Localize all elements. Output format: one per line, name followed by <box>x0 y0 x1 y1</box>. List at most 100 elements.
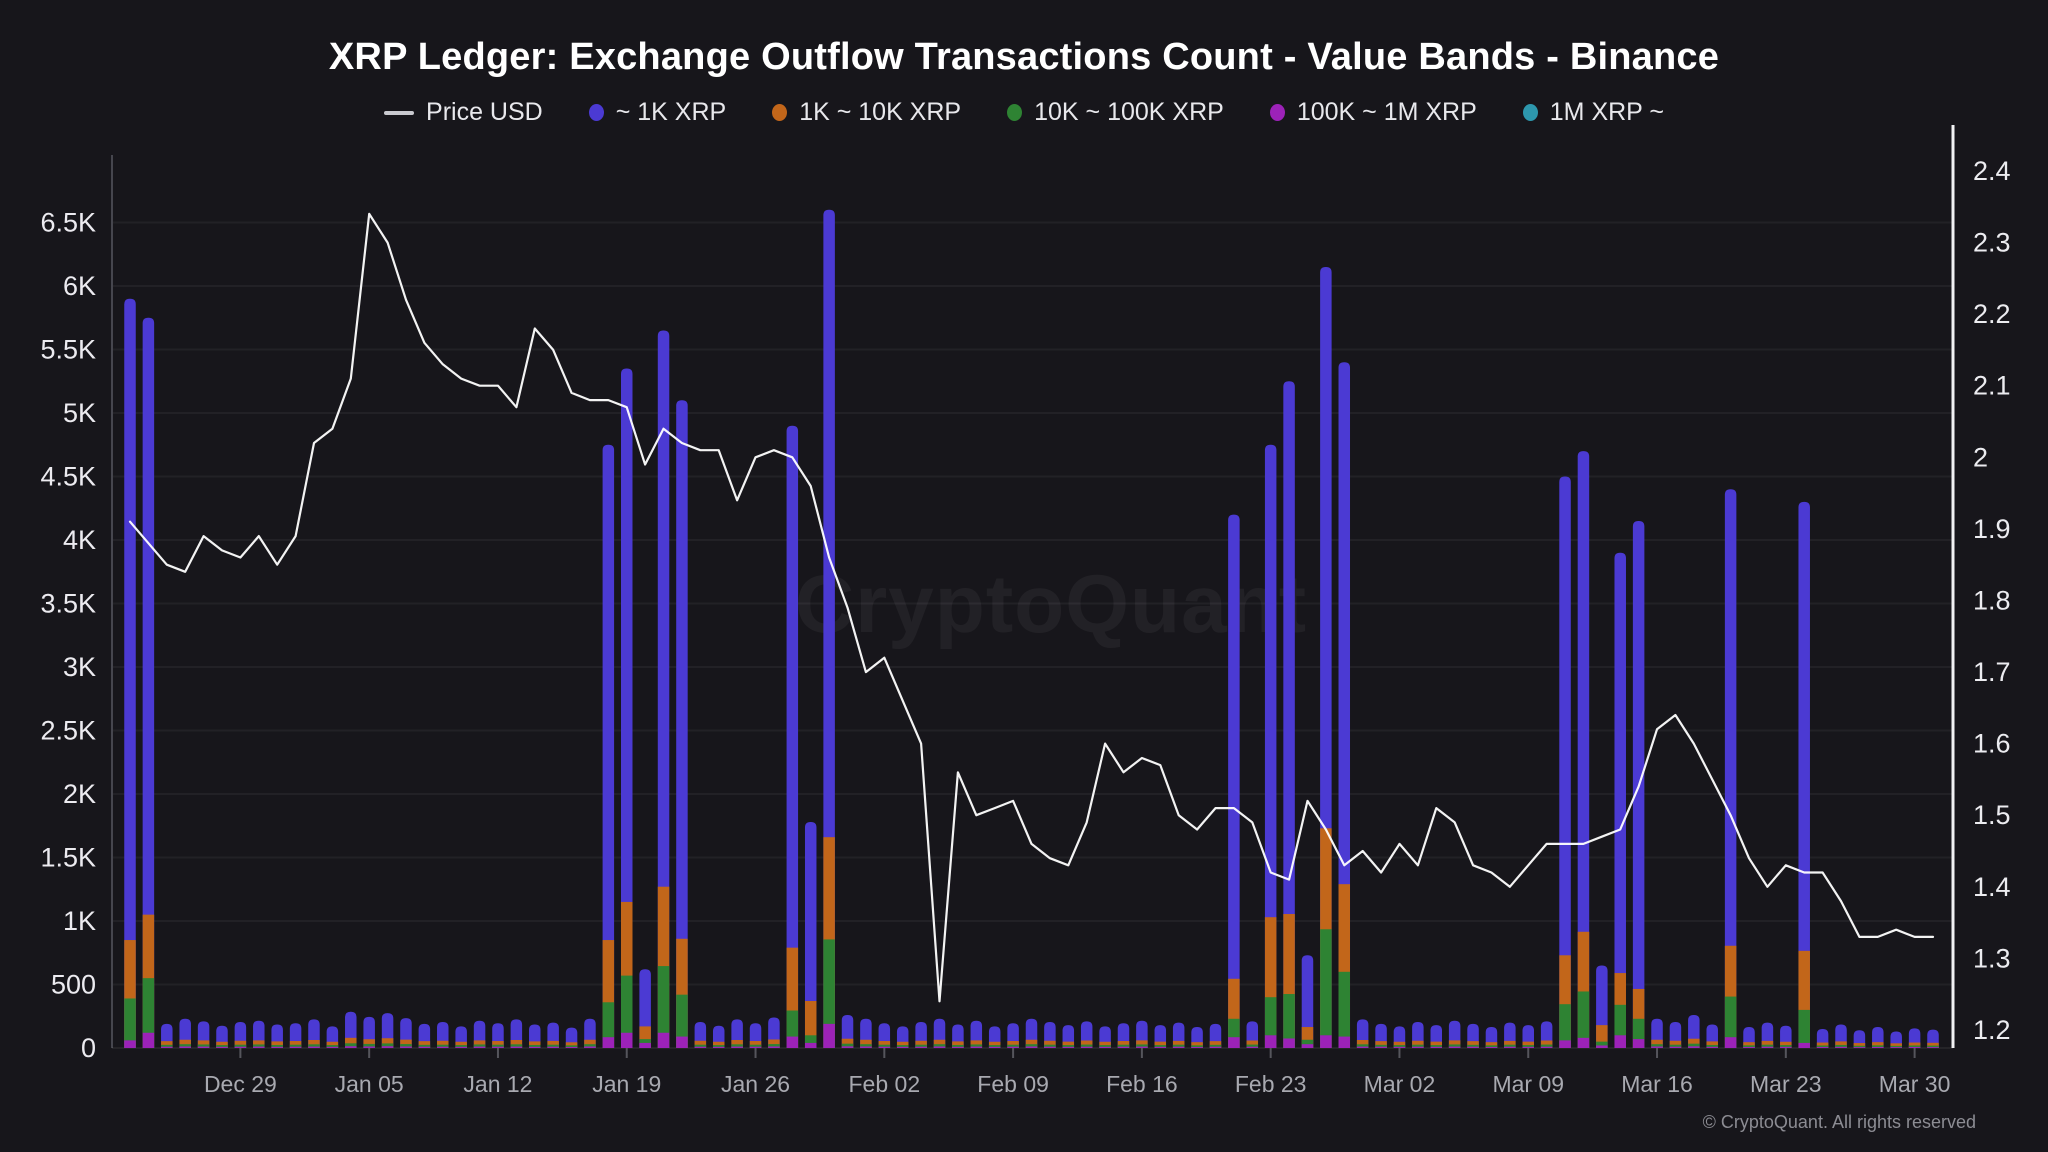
x-axis-tick-label: Jan 19 <box>592 1071 661 1097</box>
legend-item-band-1k-10k[interactable]: 1K ~ 10K XRP <box>772 98 961 127</box>
bar-segment-1K ~ 10K XRP <box>1209 1041 1222 1048</box>
bar-segment-100K ~ 1M XRP <box>1412 1046 1424 1048</box>
bar-segment-10K ~ 100K XRP <box>602 1002 615 1048</box>
bar-segment-100K ~ 1M XRP <box>1522 1046 1534 1048</box>
bar-segment-100K ~ 1M XRP <box>142 1032 155 1048</box>
bar-segment-100K ~ 1M XRP <box>823 1023 835 1048</box>
bar-segment-10K ~ 100K XRP <box>1080 1044 1093 1048</box>
bar-segment-100K ~ 1M XRP <box>1816 1046 1829 1048</box>
bar-segment-10K ~ 100K XRP <box>473 1044 486 1048</box>
price-line-icon <box>384 110 415 115</box>
bar-segment-100K ~ 1M XRP <box>676 1036 688 1048</box>
bar-segment-10K ~ 100K XRP <box>1908 1045 1921 1048</box>
bar-segment-100K ~ 1M XRP <box>289 1046 302 1048</box>
bar-segment-~ 1K XRP <box>804 821 817 1048</box>
bar-segment-1K ~ 10K XRP <box>271 1041 283 1048</box>
x-axis-tick-label: Feb 16 <box>1106 1071 1178 1097</box>
bar-segment-10K ~ 100K XRP <box>1246 1044 1259 1048</box>
bar-segment-100K ~ 1M XRP <box>455 1046 467 1048</box>
bar-segment-100K ~ 1M XRP <box>1559 1040 1571 1048</box>
bar-segment-10K ~ 100K XRP <box>1320 929 1332 1048</box>
bar-segment-10K ~ 100K XRP <box>786 1010 799 1048</box>
bar-segment-10K ~ 100K XRP <box>1136 1044 1148 1048</box>
left-axis-tick-label: 0 <box>81 1033 96 1063</box>
bar-segment-100K ~ 1M XRP <box>510 1046 523 1048</box>
bar-segment-100K ~ 1M XRP <box>988 1046 1001 1048</box>
bar-segment-100K ~ 1M XRP <box>1228 1037 1240 1048</box>
left-axis-tick-label: 1.5K <box>40 843 96 873</box>
x-axis-tick-label: Dec 29 <box>204 1071 277 1097</box>
left-axis-tick-label: 4.5K <box>40 462 96 492</box>
bar-segment-100K ~ 1M XRP <box>1908 1046 1921 1048</box>
bar-segment-100K ~ 1M XRP <box>1062 1046 1075 1048</box>
bar-segment-100K ~ 1M XRP <box>915 1046 927 1048</box>
bar-segment-100K ~ 1M XRP <box>1577 1037 1590 1048</box>
bar-segment-~ 1K XRP <box>657 330 670 1048</box>
x-axis-tick-label: Mar 02 <box>1364 1071 1436 1097</box>
bar-segment-10K ~ 100K XRP <box>492 1044 504 1048</box>
bar-segment-1K ~ 10K XRP <box>1154 1041 1167 1048</box>
bar-segment-1K ~ 10K XRP <box>234 1040 247 1048</box>
bar-segment-1K ~ 10K XRP <box>1890 1043 1902 1048</box>
bar-segment-1K ~ 10K XRP <box>437 1040 449 1048</box>
bar-segment-1K ~ 10K XRP <box>565 1042 578 1048</box>
x-axis-tick-label: Mar 30 <box>1879 1071 1951 1097</box>
bar-segment-1K ~ 10K XRP <box>1632 988 1645 1048</box>
bar-segment-1K ~ 10K XRP <box>1908 1042 1921 1048</box>
bar-segment-100K ~ 1M XRP <box>400 1046 412 1048</box>
bar-segment-10K ~ 100K XRP <box>1853 1045 1866 1048</box>
legend-label: 1M XRP ~ <box>1549 98 1664 126</box>
right-axis-tick-label: 2.3 <box>1973 228 2011 258</box>
bar-segment-100K ~ 1M XRP <box>620 1032 633 1048</box>
bar-segment-10K ~ 100K XRP <box>1761 1044 1774 1048</box>
bar-segment-100K ~ 1M XRP <box>197 1046 210 1048</box>
bar-segment-1K ~ 10K XRP <box>952 1041 964 1048</box>
bar-segment-10K ~ 100K XRP <box>1172 1044 1185 1048</box>
bar-segment-10K ~ 100K XRP <box>1780 1045 1792 1048</box>
bar-segment-10K ~ 100K XRP <box>1025 1044 1038 1048</box>
bar-segment-100K ~ 1M XRP <box>124 1040 136 1048</box>
legend-item-band-1k[interactable]: ~ 1K XRP <box>588 98 726 127</box>
bar-segment-1K ~ 10K XRP <box>988 1041 1001 1048</box>
left-axis-tick-label: 3.5K <box>40 589 96 619</box>
bar-segment-10K ~ 100K XRP <box>1540 1044 1553 1048</box>
bar-segment-100K ~ 1M XRP <box>1025 1046 1038 1048</box>
bar-segment-100K ~ 1M XRP <box>1209 1046 1222 1048</box>
bar-segment-10K ~ 100K XRP <box>547 1044 559 1048</box>
bar-segment-100K ~ 1M XRP <box>547 1046 559 1048</box>
left-axis-tick-label: 3K <box>63 652 96 682</box>
bar-segment-1K ~ 10K XRP <box>1596 1025 1608 1048</box>
bar-segment-1K ~ 10K XRP <box>510 1039 523 1048</box>
bar-segment-1K ~ 10K XRP <box>1080 1040 1093 1048</box>
left-axis-tick-label: 1K <box>63 906 96 936</box>
bar-segment-10K ~ 100K XRP <box>676 994 688 1048</box>
bar-segment-10K ~ 100K XRP <box>1559 1004 1571 1048</box>
bar-segment-1K ~ 10K XRP <box>1264 917 1277 1048</box>
bar-segment-~ 1K XRP <box>1614 552 1626 1048</box>
bar-segment-1K ~ 10K XRP <box>804 1001 817 1048</box>
bar-segment-10K ~ 100K XRP <box>1283 994 1295 1048</box>
bar-segment-10K ~ 100K XRP <box>915 1044 927 1048</box>
legend-item-band-100k-1m[interactable]: 100K ~ 1M XRP <box>1269 98 1477 127</box>
right-axis-tick-label: 1.4 <box>1973 872 2011 902</box>
legend-item-band-1m[interactable]: 1M XRP ~ <box>1522 98 1664 127</box>
bar-segment-1K ~ 10K XRP <box>1375 1041 1387 1048</box>
bar-segment-100K ~ 1M XRP <box>1706 1046 1718 1048</box>
cryptoquant-watermark: CryptoQuant <box>795 559 1308 650</box>
bar-segment-10K ~ 100K XRP <box>1651 1044 1663 1048</box>
bar-segment-100K ~ 1M XRP <box>1540 1046 1553 1048</box>
bar-segment-1K ~ 10K XRP <box>970 1040 983 1048</box>
right-axis-tick-label: 1.8 <box>1973 585 2011 615</box>
legend-item-price[interactable]: Price USD <box>384 98 543 127</box>
bar-segment-10K ~ 100K XRP <box>400 1044 412 1048</box>
bar-segment-100K ~ 1M XRP <box>1853 1047 1866 1048</box>
bar-segment-~ 1K XRP <box>1264 444 1277 1048</box>
bar-segment-1K ~ 10K XRP <box>547 1040 559 1048</box>
right-axis-tick-label: 2.2 <box>1973 299 2011 329</box>
bar-segment-1K ~ 10K XRP <box>1559 955 1571 1048</box>
bar-segment-100K ~ 1M XRP <box>749 1046 762 1048</box>
legend-item-band-10k-100k[interactable]: 10K ~ 100K XRP <box>1007 98 1224 127</box>
right-axis-tick-label: 1.5 <box>1973 800 2011 830</box>
legend-label: 100K ~ 1M XRP <box>1296 98 1477 126</box>
